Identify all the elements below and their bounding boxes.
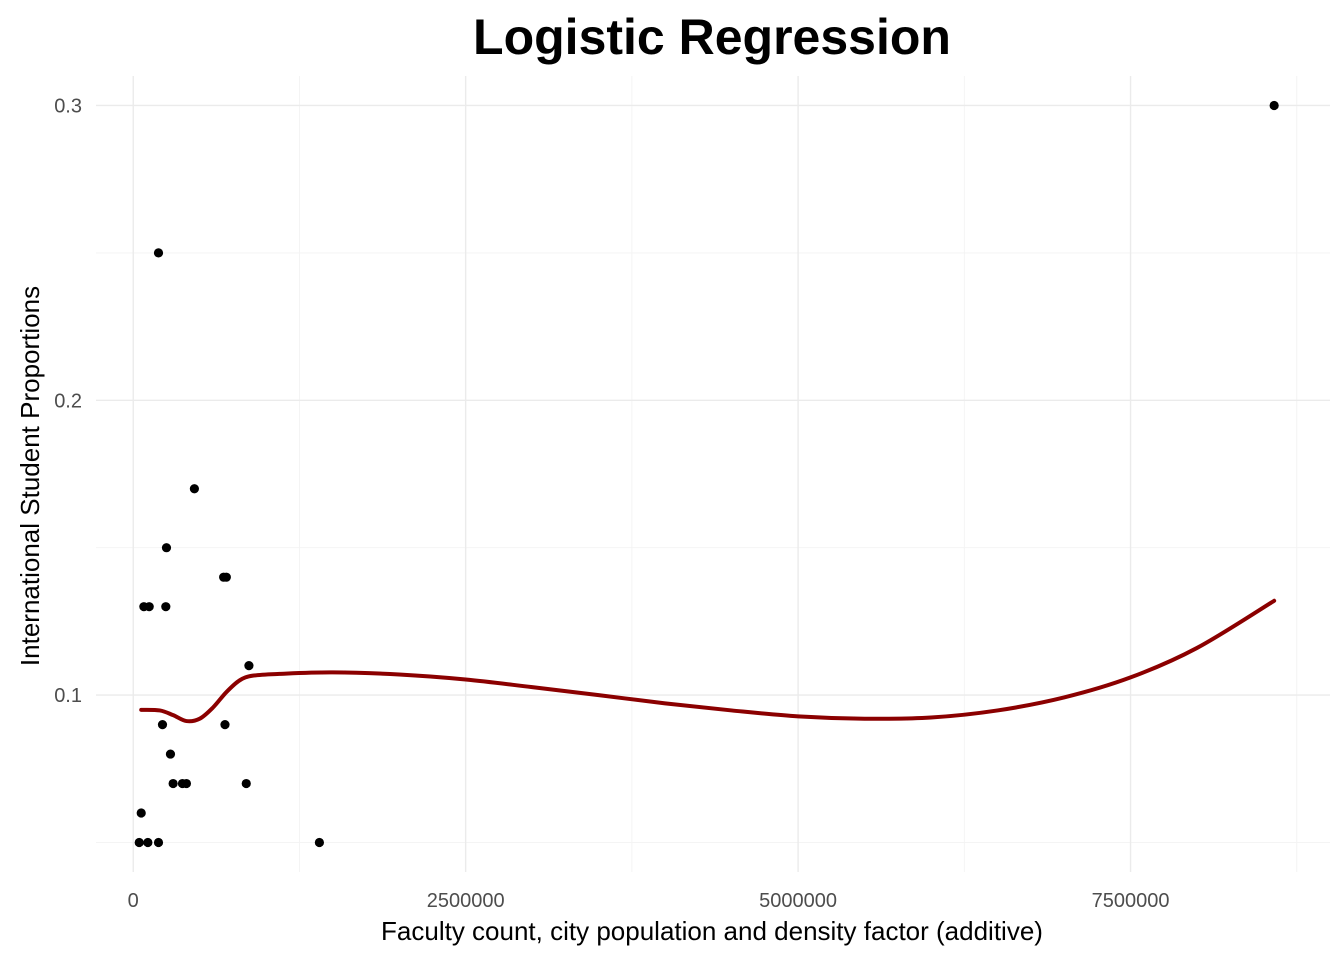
data-point-0 xyxy=(136,808,146,818)
smooth-line xyxy=(139,598,1277,724)
x-tick-label-2: 5000000 xyxy=(759,890,837,912)
minor-gridlines xyxy=(96,76,1330,872)
x-axis-label: Faculty count, city population and densi… xyxy=(381,916,1043,946)
data-point-8 xyxy=(161,543,172,553)
data-point-17 xyxy=(220,719,230,730)
data-point-1 xyxy=(134,837,144,848)
data-point-2 xyxy=(143,837,153,848)
y-tick-label-1: 0.2 xyxy=(54,390,82,412)
y-tick-label-0: 0.1 xyxy=(54,685,82,707)
data-point-3 xyxy=(153,837,164,848)
x-tick-label-3: 7500000 xyxy=(1092,890,1170,912)
data-point-6 xyxy=(153,248,164,258)
data-point-13 xyxy=(181,778,192,789)
y-axis-label: International Student Proportions xyxy=(15,286,45,666)
data-point-16 xyxy=(221,572,231,582)
data-point-9 xyxy=(161,602,171,612)
data-point-14 xyxy=(189,484,200,494)
y-tick-label-2: 0.3 xyxy=(54,95,82,117)
data-point-11 xyxy=(168,778,178,789)
x-tick-label-1: 2500000 xyxy=(427,890,505,912)
x-tick-label-0: 0 xyxy=(128,890,139,912)
data-points xyxy=(134,100,1279,848)
data-point-20 xyxy=(314,837,324,848)
data-point-19 xyxy=(244,661,254,671)
major-gridlines xyxy=(96,76,1330,872)
smooth-curve-group xyxy=(139,598,1277,724)
data-point-18 xyxy=(241,778,251,789)
data-point-21 xyxy=(1269,100,1279,111)
data-point-10 xyxy=(165,749,176,759)
data-point-7 xyxy=(157,719,168,730)
tick-labels: 0 2500000 5000000 7500000 0.1 0.2 0.3 xyxy=(54,95,1169,912)
data-point-5 xyxy=(144,602,154,612)
chart-title: Logistic Regression xyxy=(473,9,951,65)
